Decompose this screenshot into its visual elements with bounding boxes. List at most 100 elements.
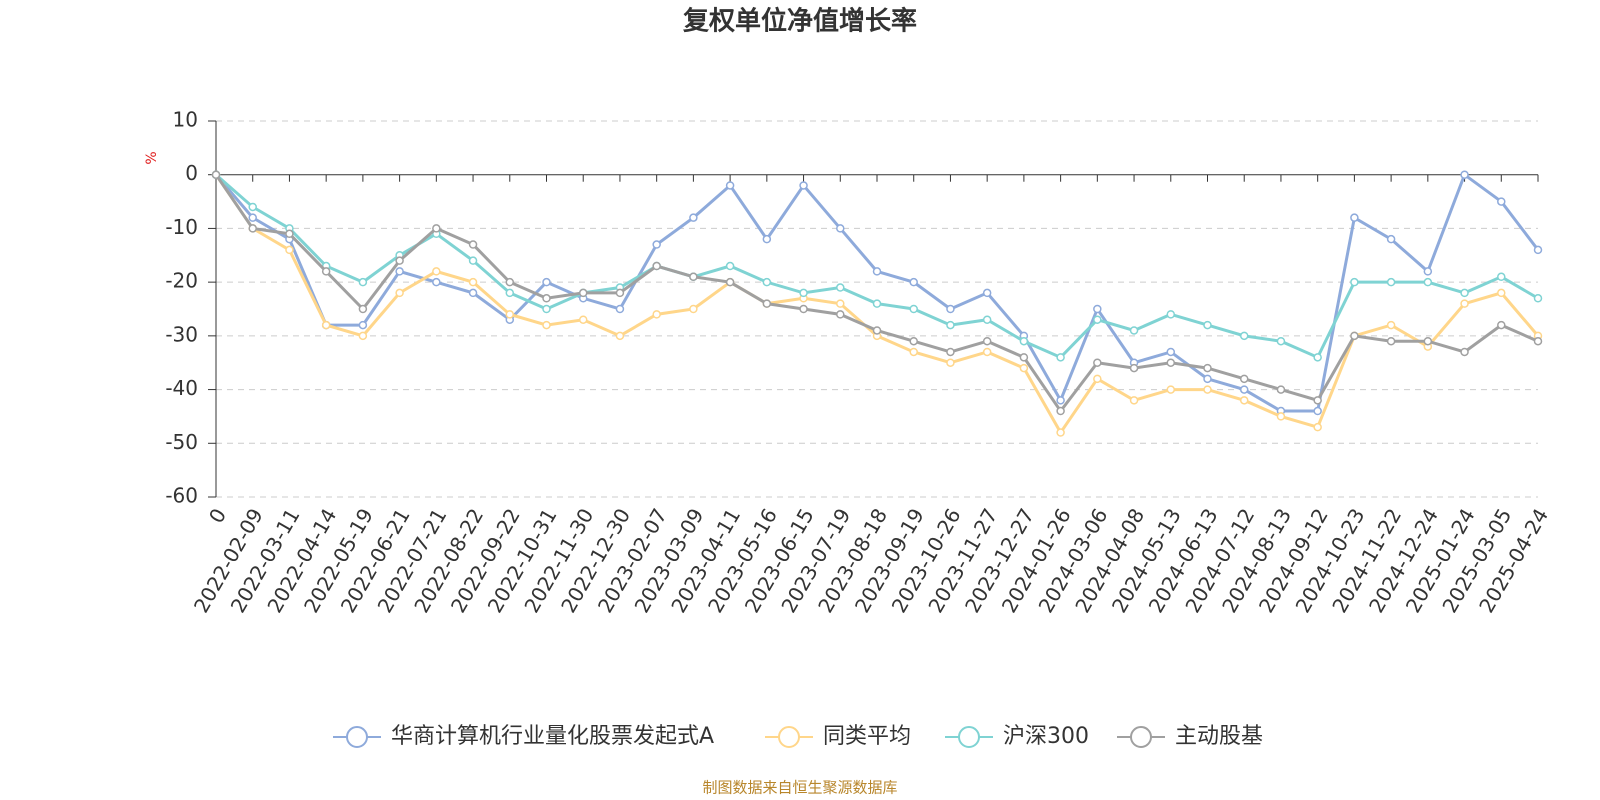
point-marker (1019, 336, 1029, 346)
point-marker (468, 256, 478, 265)
x-tick-label: 0 (204, 504, 231, 527)
point-marker (1203, 363, 1212, 373)
point-marker (1093, 315, 1102, 324)
legend-marker (778, 726, 800, 748)
y-tick-label: -40 (165, 376, 198, 400)
point-marker (1313, 396, 1322, 405)
point-marker (542, 320, 551, 330)
point-marker (248, 213, 257, 222)
point-marker (542, 294, 551, 303)
point-marker (1056, 428, 1065, 437)
point-marker (652, 240, 661, 249)
point-marker (652, 310, 661, 319)
point-marker (1056, 406, 1065, 416)
point-marker (652, 261, 661, 271)
point-marker (1386, 336, 1396, 346)
point-marker (468, 240, 478, 249)
y-tick-label: 0 (185, 161, 198, 185)
point-marker (1533, 336, 1543, 346)
point-marker (1350, 213, 1359, 222)
point-marker (285, 245, 294, 255)
point-marker (1313, 422, 1322, 432)
point-marker (762, 277, 772, 287)
point-marker (946, 304, 955, 314)
point-marker (1129, 396, 1139, 405)
point-marker (395, 267, 404, 276)
point-marker (1166, 358, 1176, 367)
point-marker (1386, 234, 1396, 244)
point-marker (1497, 320, 1506, 330)
point-marker (1129, 326, 1139, 335)
point-marker (1056, 396, 1065, 405)
point-marker (1423, 336, 1433, 346)
point-marker (946, 320, 955, 330)
point-marker (578, 315, 588, 324)
point-marker (725, 181, 735, 190)
point-marker (1239, 374, 1249, 384)
point-marker (1129, 363, 1139, 373)
point-marker (946, 358, 955, 367)
point-marker (1019, 363, 1029, 373)
point-marker (836, 299, 845, 308)
point-marker (358, 304, 368, 314)
point-marker (321, 267, 331, 276)
point-marker (799, 304, 808, 314)
point-marker (909, 336, 918, 346)
y-tick-label: -50 (165, 430, 198, 454)
y-axis-label: % (144, 151, 160, 164)
point-marker (1276, 385, 1286, 394)
point-marker (1423, 277, 1433, 287)
point-marker (1497, 197, 1506, 206)
legend-marker (1130, 726, 1152, 748)
point-marker (1093, 374, 1102, 384)
point-marker (1166, 347, 1176, 357)
point-marker (1203, 320, 1212, 330)
point-marker (1239, 331, 1249, 341)
point-marker (1203, 374, 1212, 384)
point-marker (615, 304, 625, 314)
point-marker (1423, 267, 1433, 276)
point-marker (725, 261, 735, 271)
point-marker (395, 288, 404, 298)
point-marker (836, 224, 845, 233)
chart-title: 复权单位净值增长率 (683, 6, 917, 37)
point-marker (542, 277, 551, 287)
point-marker (505, 277, 515, 287)
point-marker (432, 224, 441, 233)
legend-label: 沪深300 (1003, 724, 1089, 749)
point-marker (468, 277, 478, 287)
point-marker (211, 170, 221, 179)
point-marker (1276, 412, 1286, 421)
point-marker (358, 277, 368, 287)
point-marker (1497, 272, 1506, 282)
point-marker (762, 234, 772, 244)
point-marker (872, 267, 882, 276)
point-marker (1276, 336, 1286, 346)
point-marker (872, 326, 882, 335)
point-marker (248, 224, 257, 233)
point-marker (982, 288, 992, 298)
point-marker (1460, 170, 1469, 179)
point-marker (468, 288, 478, 298)
legend-label: 主动股基 (1175, 724, 1263, 749)
point-marker (358, 320, 368, 330)
point-marker (1533, 294, 1543, 303)
point-marker (1056, 353, 1065, 362)
point-marker (1166, 310, 1176, 319)
point-marker (1386, 277, 1396, 287)
source-note: 制图数据来自恒生聚源数据库 (702, 779, 897, 797)
point-marker (982, 315, 992, 324)
point-marker (725, 277, 735, 287)
y-tick-label: 10 (173, 108, 198, 132)
point-marker (1350, 277, 1359, 287)
point-marker (946, 347, 955, 357)
point-marker (395, 256, 404, 265)
point-marker (1019, 353, 1029, 362)
point-marker (285, 229, 294, 239)
point-marker (505, 288, 515, 298)
y-tick-label: -20 (165, 269, 198, 293)
point-marker (1533, 245, 1543, 255)
legend-label: 同类平均 (823, 724, 911, 749)
point-marker (762, 299, 772, 308)
